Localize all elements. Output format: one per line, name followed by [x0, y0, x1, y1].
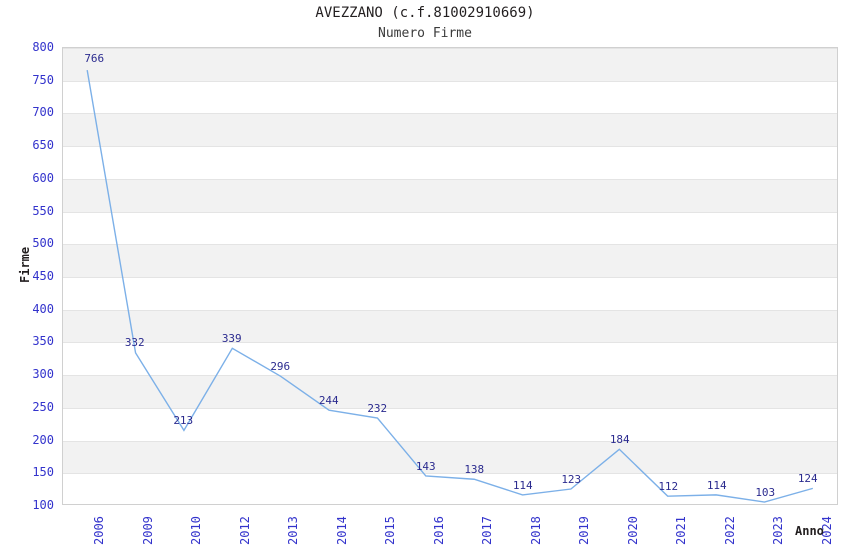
- gridline-band: [63, 48, 837, 81]
- gridline: [63, 407, 837, 409]
- gridline: [63, 244, 837, 246]
- gridline: [63, 211, 837, 213]
- gridline-band: [63, 244, 837, 277]
- series-line: [86, 70, 814, 503]
- y-axis-label: Firme: [18, 246, 32, 283]
- y-tick-label: 650: [32, 138, 54, 153]
- x-tick-label: 2020: [625, 516, 640, 545]
- gridline: [63, 48, 837, 49]
- x-tick-label: 2012: [237, 516, 252, 545]
- x-tick-label: 2013: [286, 516, 301, 545]
- gridline: [63, 342, 837, 344]
- gridline: [63, 473, 837, 475]
- x-tick-label: 2006: [92, 516, 107, 545]
- gridline-band: [63, 309, 837, 343]
- gridline-band: [63, 178, 837, 212]
- y-tick-label: 300: [32, 367, 54, 382]
- gridline: [63, 146, 837, 148]
- y-tick-label: 150: [32, 465, 54, 480]
- y-tick-label: 600: [32, 170, 54, 185]
- x-tick-label: 2022: [722, 516, 737, 545]
- y-tick-label: 100: [32, 498, 54, 512]
- gridline: [63, 178, 837, 180]
- gridline-band: [63, 375, 837, 408]
- x-axis-label: Anno: [795, 524, 824, 538]
- y-tick-label: 400: [32, 301, 54, 316]
- y-tick-label: 550: [32, 203, 54, 218]
- gridline-band: [63, 440, 837, 474]
- x-tick-label: 2014: [334, 516, 349, 545]
- y-tick-label: 200: [32, 432, 54, 447]
- x-tick-label: 2023: [771, 516, 786, 545]
- gridline: [63, 309, 837, 311]
- chart-title: AVEZZANO (c.f.81002910669): [315, 5, 535, 21]
- x-tick-label: 2009: [140, 516, 155, 545]
- x-tick-label: 2015: [383, 516, 398, 545]
- gridline: [63, 113, 837, 115]
- gridline: [63, 375, 837, 377]
- y-tick-label: 350: [32, 334, 54, 349]
- gridline: [63, 80, 837, 82]
- x-tick-label: 2018: [528, 516, 543, 545]
- x-tick-label: 2016: [431, 516, 446, 545]
- gridline: [63, 440, 837, 442]
- x-tick-label: 2021: [674, 516, 689, 545]
- gridline: [63, 277, 837, 278]
- gridline-band: [63, 113, 837, 147]
- y-tick-label: 750: [32, 72, 54, 87]
- x-tick-label: 2017: [480, 516, 495, 545]
- x-tick-label: 2019: [577, 516, 592, 545]
- y-tick-label: 700: [32, 105, 54, 120]
- y-tick-label: 250: [32, 399, 54, 414]
- plot-area: [62, 47, 838, 505]
- y-tick-label: 800: [32, 40, 54, 54]
- x-tick-label: 2010: [189, 516, 204, 545]
- chart-subtitle: Numero Firme: [378, 26, 472, 41]
- series-polyline: [86, 70, 814, 503]
